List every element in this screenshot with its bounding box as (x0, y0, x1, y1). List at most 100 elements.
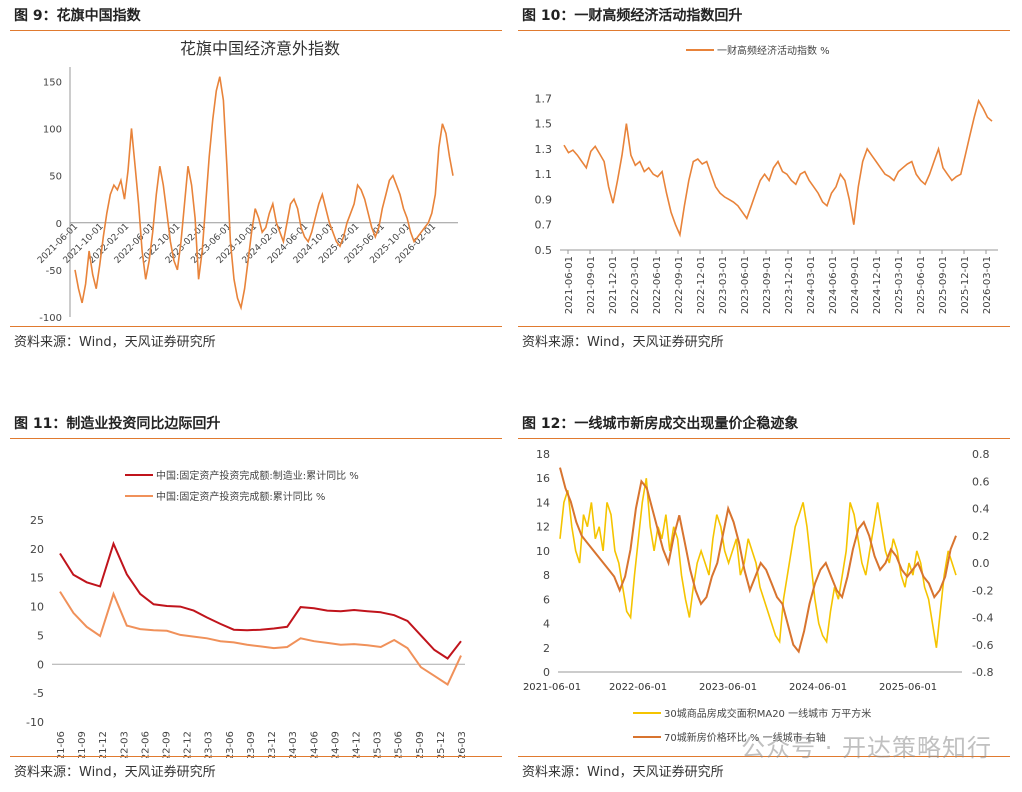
y-tick-label: 0.9 (535, 193, 553, 206)
x-tick-label: 2021-06-01 (523, 682, 581, 693)
series-line (59, 540, 462, 660)
y-tick-label: 20 (30, 543, 44, 556)
x-tick-label: 2025-06-01 (916, 256, 927, 314)
y-tick-label: 0 (56, 219, 62, 230)
y-tick-label: 100 (43, 125, 62, 136)
figure-title: 图 9：花旗中国指数 (10, 4, 502, 31)
y-tick-label-left: 12 (536, 521, 550, 534)
y-tick-label-left: 2 (543, 642, 550, 655)
x-tick-label: 2021-06 (56, 731, 67, 758)
y-tick-label-left: 18 (536, 448, 550, 461)
y-tick-label-right: 0.8 (972, 448, 990, 461)
series-line (59, 591, 462, 686)
x-tick-label: 2024-03-01 (806, 256, 817, 314)
legend-label: 中国:固定资产投资完成额:制造业:累计同比 % (156, 469, 359, 482)
y-tick-label-right: -0.8 (972, 666, 993, 679)
y-tick-label-left: 8 (543, 569, 550, 582)
source-note: 资料来源：Wind，天风证券研究所 (522, 765, 724, 780)
x-tick-label: 2023-09 (246, 731, 257, 758)
y-tick-label: 1.5 (535, 118, 553, 131)
x-tick-label: 2025-12-01 (960, 256, 971, 314)
x-tick-label: 2025-12 (436, 731, 447, 758)
x-tick-label: 2023-03 (204, 731, 215, 758)
x-tick-label: 2021-06-01 (564, 256, 575, 314)
x-tick-label: 2022-12-01 (696, 256, 707, 314)
x-tick-label: 2021-12-01 (608, 256, 619, 314)
x-tick-label: 2025-03 (373, 731, 384, 758)
y-tick-label: 15 (30, 572, 44, 585)
y-tick-label: 1.1 (535, 168, 553, 181)
y-tick-label-right: 0.6 (972, 475, 990, 488)
y-tick-label: 0.7 (535, 219, 553, 232)
series-line (563, 98, 993, 238)
x-tick-label: 2025-06-01 (879, 682, 937, 693)
x-tick-label: 2021-09-01 (586, 256, 597, 314)
source-divider (10, 756, 502, 757)
x-tick-label: 2024-09 (330, 731, 341, 758)
figure-title: 图 12：一线城市新房成交出现量价企稳迹象 (518, 412, 1010, 439)
x-tick-label: 2022-09-01 (674, 256, 685, 314)
x-tick-label: 2022-06-01 (652, 256, 663, 314)
chart-citi-surprise: 花旗中国经济意外指数150100500-50-1002021-06-012021… (36, 39, 458, 324)
figure-panel-10: 图 10：一财高频经济活动指数回升 一财高频经济活动指数 % 1.7 1.5 1.3 1… (518, 4, 1010, 384)
x-tick-label: 2022-03 (119, 731, 130, 758)
figure-panel-11: 图 11：制造业投资同比边际回升 中国:固定资产投资完成额:制造业:累计同比 %… (10, 412, 502, 792)
y-tick-label: 25 (30, 514, 44, 527)
x-tick-label: 2023-03-01 (718, 256, 729, 314)
x-tick-label: 2025-09 (415, 731, 426, 758)
legend-label: 中国:固定资产投资完成额:累计同比 % (156, 490, 325, 503)
legend-label: 一财高频经济活动指数 % (717, 44, 830, 57)
x-tick-label: 2026-03 (457, 731, 468, 758)
watermark: 公众号 · 开达策略知行 (741, 734, 992, 762)
y-tick-label: 10 (30, 601, 44, 614)
figure-panel-12: 图 12：一线城市新房成交出现量价企稳迹象 18 16 14 12 10 8 6 4 2 0 0.8… (518, 412, 1010, 792)
y-tick-label: 150 (43, 77, 62, 88)
y-tick-label-right: -0.4 (972, 612, 993, 625)
chart-yicai-activity: 一财高频经济活动指数 % 1.7 1.5 1.3 1.1 0.9 0.7 0.5 2021-06… (535, 44, 998, 314)
figure-panel-9: 图 9：花旗中国指数 花旗中国经济意外指数 150 100 50 0 -50 -100 202… (10, 4, 502, 384)
y-tick-label-right: -0.6 (972, 639, 993, 652)
y-tick-label: 1.7 (535, 92, 553, 105)
y-tick-label: -50 (46, 266, 62, 277)
y-tick-label-right: 0.4 (972, 503, 990, 516)
y-tick-label-right: -0.2 (972, 584, 993, 597)
y-tick-label-left: 16 (536, 472, 550, 485)
series-line (559, 478, 957, 648)
legend-label: 70城新房价格环比 % 一线城市 右轴 (664, 731, 826, 744)
chart-title: 花旗中国经济意外指数 (180, 39, 340, 58)
x-tick-label: 2024-12 (351, 731, 362, 758)
chart-fai-yoy: 中国:固定资产投资完成额:制造业:累计同比 % 中国:固定资产投资完成额:累计同比… (26, 469, 468, 758)
x-tick-label: 2025-03-01 (894, 256, 905, 314)
y-tick-label-left: 6 (543, 593, 550, 606)
legend-label: 30城商品房成交面积MA20 一线城市 万平方米 (664, 707, 871, 720)
source-note: 资料来源：Wind，天风证券研究所 (14, 335, 216, 350)
x-tick-label: 2023-12 (267, 731, 278, 758)
series-line (74, 76, 454, 311)
source-divider (10, 326, 502, 327)
x-tick-label: 2024-06 (309, 731, 320, 758)
x-tick-label: 2022-06-01 (609, 682, 667, 693)
x-tick-label: 2024-06-01 (828, 256, 839, 314)
x-tick-label: 2024-06-01 (789, 682, 847, 693)
y-tick-label: 0 (37, 658, 44, 671)
y-tick-label: 50 (49, 172, 62, 183)
x-tick-label: 2024-12-01 (872, 256, 883, 314)
x-tick-label: 2022-12 (183, 731, 194, 758)
y-tick-label: 5 (37, 629, 44, 642)
x-tick-label: 2023-06-01 (699, 682, 757, 693)
chart-tier1-housing: 18 16 14 12 10 8 6 4 2 0 0.8 0.6 0.4 0.2 0.0 -0.2 -0.4 -0… (523, 448, 994, 744)
y-tick-label: 0.5 (535, 244, 553, 257)
x-tick-label: 2024-09-01 (850, 256, 861, 314)
series-line (559, 467, 957, 654)
x-tick-label: 2023-06-01 (740, 256, 751, 314)
y-tick-label-left: 14 (536, 496, 550, 509)
x-tick-label: 2022-09 (162, 731, 173, 758)
y-tick-label-right: 0.2 (972, 530, 990, 543)
x-tick-label: 2023-09-01 (762, 256, 773, 314)
x-tick-label: 2023-06 (225, 731, 236, 758)
figure-title: 图 11：制造业投资同比边际回升 (10, 412, 502, 439)
y-tick-label-left: 4 (543, 618, 550, 631)
x-tick-label: 2025-09-01 (938, 256, 949, 314)
source-note: 资料来源：Wind，天风证券研究所 (14, 765, 216, 780)
source-divider (518, 756, 1010, 757)
